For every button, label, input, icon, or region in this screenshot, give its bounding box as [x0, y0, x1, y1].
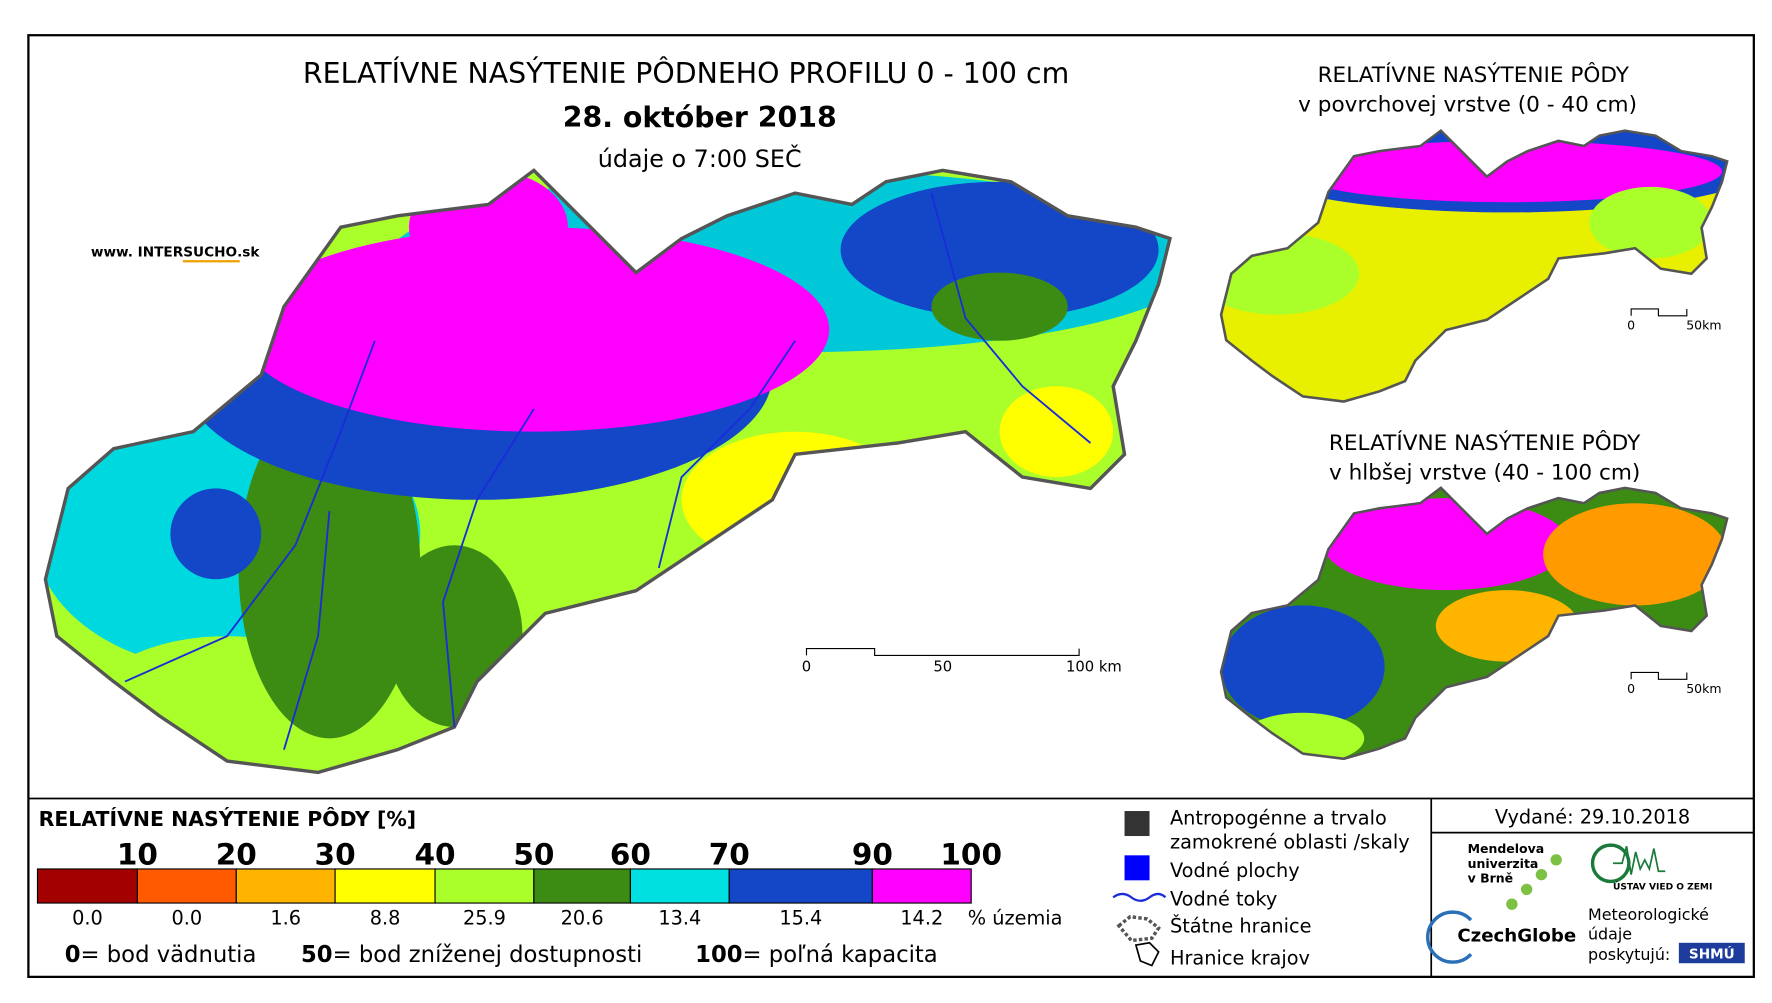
color-scale: 0.0 0.0 1.6 8.8 25.9 20.6 13.4 15.4 14.2 10 20 30 40… — [36, 837, 1002, 930]
issued: Vydané: 29.10.2018 — [1495, 806, 1690, 829]
share-label: 25.9 — [463, 907, 506, 930]
scale-class — [235, 868, 336, 904]
logo-text: univerzita — [1468, 856, 1539, 871]
scale-class — [728, 868, 873, 904]
scale-class — [334, 868, 436, 904]
scale-label: 100 km — [1066, 658, 1122, 675]
note: 0= bod vädnutia — [65, 942, 257, 968]
share-unit: % územia — [968, 907, 1063, 930]
inset-subtitle: v hlbšej vrstve (40 - 100 cm) — [1329, 460, 1640, 485]
scale-class — [36, 868, 139, 904]
border-icon — [1116, 914, 1161, 943]
map-legend-text: Hranice krajov — [1170, 946, 1310, 969]
region-icon — [1134, 941, 1160, 967]
share-label: 1.6 — [270, 907, 301, 930]
website-suffix: .sk — [237, 245, 260, 261]
threshold-label: 90 — [852, 837, 893, 871]
threshold-label: 100 — [940, 837, 1002, 871]
note-text: = poľná kapacita — [743, 942, 938, 968]
mendel-dots — [1506, 854, 1562, 910]
inset-scale-label: 50km — [1686, 681, 1721, 696]
share-label: 14.2 — [900, 907, 943, 930]
map-legend-text: Vodné plochy — [1170, 859, 1300, 882]
share-label: 20.6 — [561, 907, 604, 930]
title: RELATÍVNE NASÝTENIE PÔDNEHO PROFILU 0 - … — [303, 56, 1069, 90]
map-legend-text: Antropogénne a trvalo — [1170, 807, 1387, 830]
scale-class — [871, 868, 972, 904]
threshold-label: 10 — [117, 837, 158, 871]
note-text: = bod zníženej dostupnosti — [333, 942, 643, 968]
water-icon — [1124, 855, 1150, 881]
threshold-label: 60 — [610, 837, 651, 871]
date: 28. október 2018 — [563, 101, 837, 134]
share-label: 0.0 — [72, 907, 103, 930]
map-legend-text: zamokrené oblasti /skaly — [1170, 831, 1410, 854]
scale-label: 0 — [802, 658, 811, 675]
logo-text: poskytujú: — [1588, 945, 1670, 964]
scale-class — [136, 868, 237, 904]
brand-underline — [182, 260, 240, 263]
map-legend-text: Vodné toky — [1170, 887, 1277, 910]
threshold-label: 70 — [709, 837, 750, 871]
inset-title: RELATÍVNE NASÝTENIE PÔDY — [1318, 62, 1630, 88]
logo-text: údaje — [1588, 924, 1632, 943]
shmu-logo — [1678, 942, 1745, 964]
logo-text: Meteorologické — [1588, 905, 1709, 924]
inset-title: RELATÍVNE NASÝTENIE PÔDY — [1329, 430, 1641, 456]
scale-class — [434, 868, 535, 904]
share-label: 0.0 — [172, 907, 203, 930]
logo-text: ÚSTAV VIED O ZEMI — [1613, 880, 1712, 892]
inset-scale — [1630, 671, 1688, 680]
anthropogenic-icon — [1124, 811, 1150, 837]
map-legend-text: Štátne hranice — [1170, 914, 1312, 938]
seismo-line — [1612, 846, 1666, 875]
logo-text: v Brně — [1468, 871, 1514, 886]
rivers — [124, 192, 1092, 750]
czechglobe-arc — [1426, 910, 1473, 964]
logo-text: CzechGlobe — [1457, 926, 1576, 947]
scale-bar — [805, 648, 1080, 656]
threshold-label: 20 — [216, 837, 257, 871]
share-label: 13.4 — [658, 907, 701, 930]
note: 50= bod zníženej dostupnosti — [301, 942, 642, 968]
note-text: = bod vädnutia — [81, 942, 257, 968]
threshold-label: 50 — [513, 837, 554, 871]
logo-text: SHMÚ — [1689, 945, 1735, 963]
note-key: 0 — [65, 942, 81, 968]
inset-scale-label: 0 — [1627, 317, 1635, 332]
note: 100= poľná kapacita — [695, 942, 938, 968]
legend-title: RELATÍVNE NASÝTENIE PÔDY [%] — [39, 806, 417, 831]
inset-scale-label: 50km — [1686, 317, 1721, 332]
inset-subtitle: v povrchovej vrstve (0 - 40 cm) — [1298, 92, 1637, 117]
note-key: 50 — [301, 942, 333, 968]
threshold-label: 40 — [415, 837, 456, 871]
river-icon — [1112, 892, 1167, 902]
inset-scale-label: 0 — [1627, 681, 1635, 696]
time: údaje o 7:00 SEČ — [598, 145, 802, 173]
inset-scale — [1630, 308, 1688, 317]
website: www. INTERSUCHO.sk — [91, 245, 261, 261]
scale-label: 50 — [933, 658, 952, 675]
logo-text: Mendelova — [1468, 841, 1545, 856]
threshold-label: 30 — [315, 837, 356, 871]
scale-class — [533, 868, 631, 904]
website-prefix: www. INTER — [91, 245, 184, 261]
website-brand: SUCHO — [183, 245, 237, 261]
note-key: 100 — [695, 942, 742, 968]
share-label: 8.8 — [370, 907, 401, 930]
scale-class — [629, 868, 730, 904]
state-border — [43, 168, 1173, 775]
share-label: 15.4 — [779, 907, 822, 930]
